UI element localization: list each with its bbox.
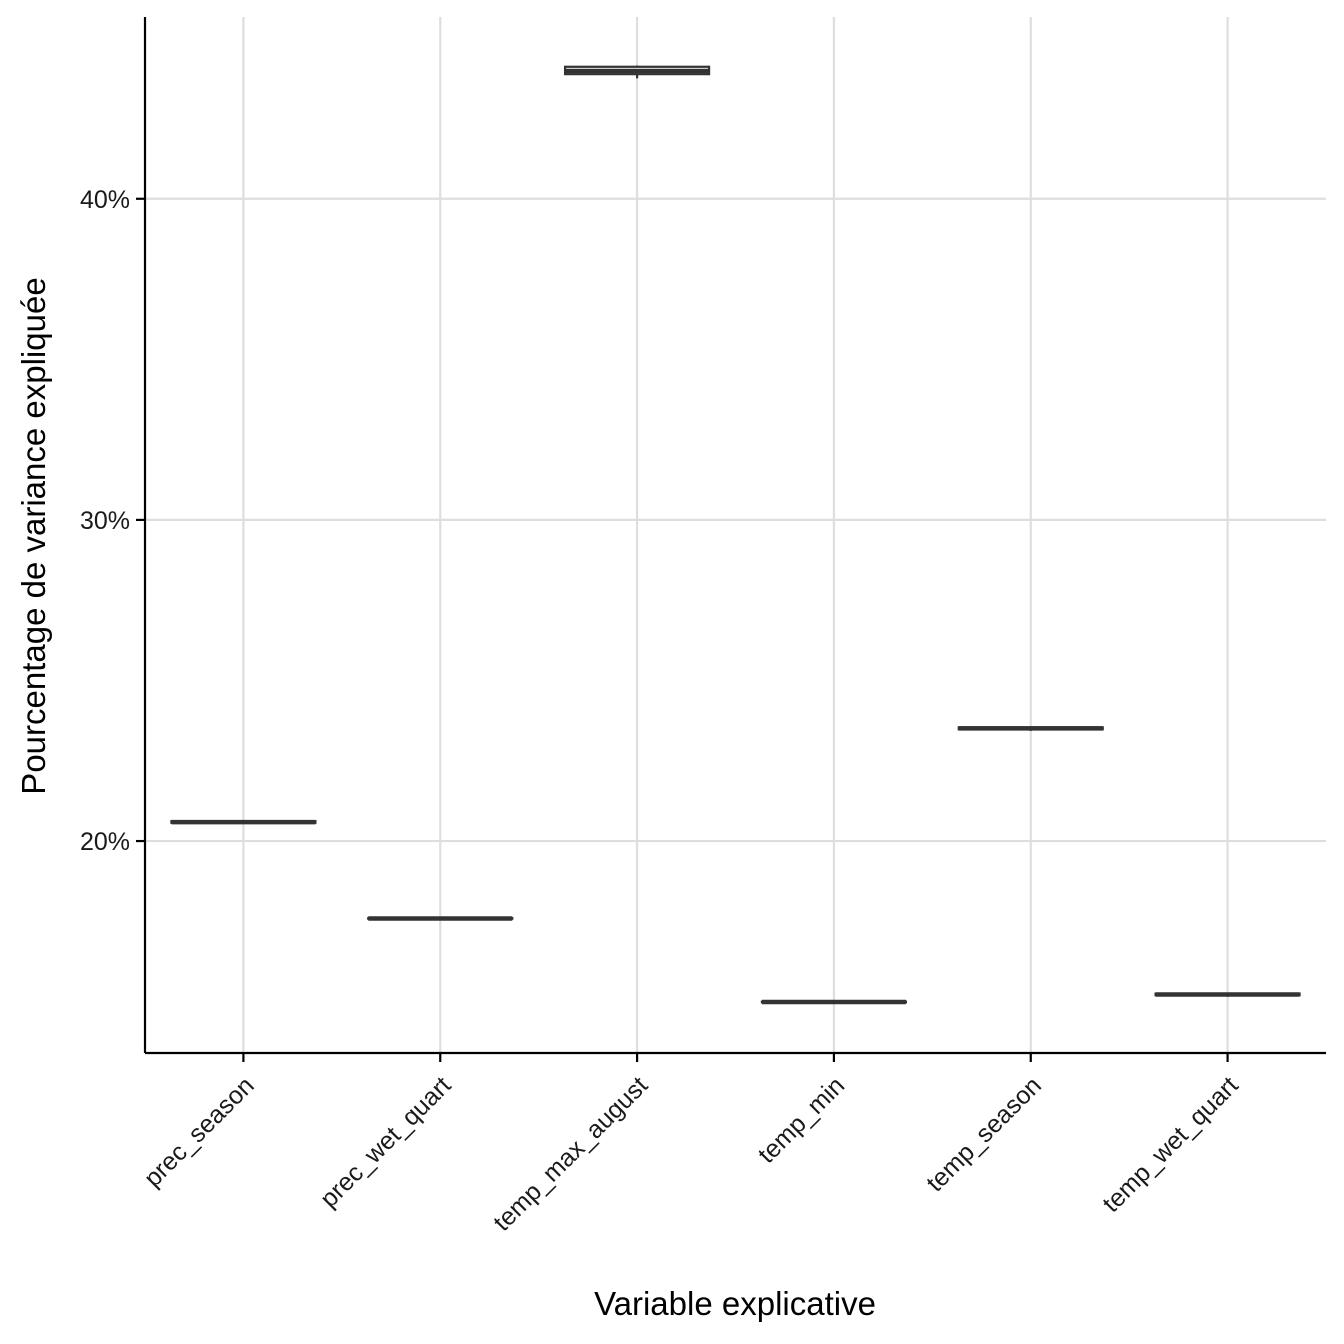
boxplots [170,65,1301,1005]
y-tick-label: 30% [80,507,130,535]
box-prec_wet_quart [367,916,514,921]
y-axis-title: Pourcentage de variance expliquée [15,277,52,794]
y-tick-label: 20% [80,828,130,856]
box-prec_season [170,819,317,825]
x-axis-title: Variable explicative [594,1285,876,1322]
box-temp_max_august [563,65,711,79]
box-temp_wet_quart [1154,992,1301,997]
axes: 20%30%40%prec_season prec_wet_quart temp_m… [80,17,1326,1237]
x-tick-label: temp_min [753,1071,850,1168]
box-temp_min [760,999,908,1005]
x-tick-label: temp_max_august [488,1071,653,1236]
x-tick-label: prec_season [139,1071,260,1192]
y-tick-label: 40% [80,186,130,214]
gridlines [145,17,1326,1053]
x-tick-label: temp_season [921,1071,1047,1197]
x-tick-label: prec_wet_quart [315,1071,457,1213]
x-tick-label: temp_wet_quart [1097,1071,1244,1218]
box-temp_season [957,726,1104,731]
